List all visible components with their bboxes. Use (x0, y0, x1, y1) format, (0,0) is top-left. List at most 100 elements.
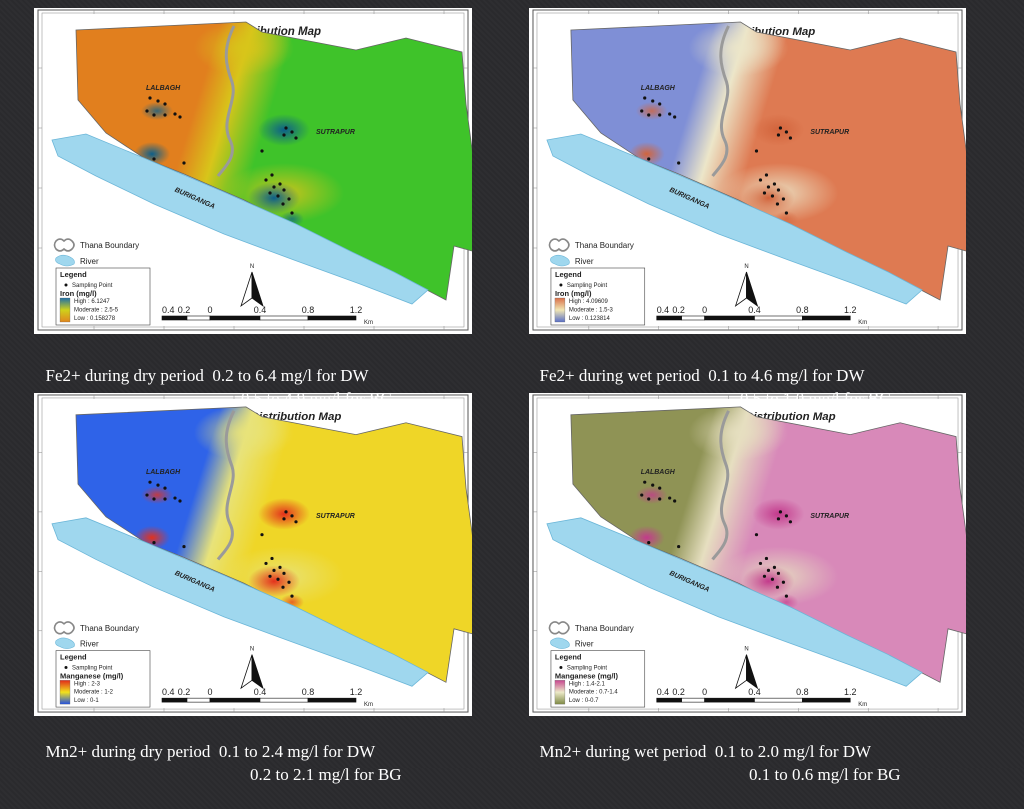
sampling-point (766, 185, 771, 189)
thana-outline (75, 406, 472, 683)
north-arrow-icon: N (734, 647, 759, 690)
buriganga-river (51, 133, 429, 305)
sampling-point (754, 533, 759, 537)
scale-tick-label: 0.4 (162, 687, 175, 697)
sampling-point (770, 577, 775, 581)
river-symbol (550, 637, 570, 649)
iron-dry-caption: Fe2+ during dry period 0.2 to 6.4 mg/l f… (37, 341, 393, 433)
thana-outline (75, 21, 472, 301)
sampling-point-key-label: Sampling Point (72, 283, 113, 289)
thana-divider (711, 25, 730, 177)
sampling-point (643, 96, 647, 100)
sampling-point (152, 113, 156, 117)
sampling-point (270, 556, 274, 561)
sampling-point (290, 211, 294, 215)
legend-variable-label: Iron (mg/l) (60, 289, 97, 298)
scale-tick-label: 0.4 (748, 687, 760, 697)
legend-class-label: Moderate : 1.5-3 (569, 307, 614, 313)
sampling-point (778, 126, 783, 130)
sampling-point (658, 497, 662, 501)
sampling-point (776, 517, 781, 521)
legend-title: Legend (555, 653, 582, 662)
sampling-point (673, 115, 677, 119)
sampling-point (163, 497, 167, 501)
sampling-point (766, 568, 771, 572)
sampling-point-key-label: Sampling Point (567, 665, 608, 671)
sampling-point (781, 197, 786, 201)
sampling-point (647, 497, 651, 501)
sampling-point (272, 568, 276, 572)
scale-tick-label: 0.8 (302, 305, 315, 315)
scale-unit-label: Km (858, 320, 867, 326)
sampling-point (784, 130, 789, 134)
legend-class-label: High : 6.1247 (74, 299, 110, 305)
sampling-point (148, 96, 152, 100)
thana-divider (216, 410, 236, 561)
north-arrow-icon: N (240, 264, 264, 308)
legend-color-ramp (554, 297, 566, 323)
scale-tick-label: 0.8 (302, 687, 315, 697)
sampling-point (658, 486, 662, 490)
caption-line-2: 0.5 to 1.0 mg/l for BG (740, 389, 892, 408)
sampling-point (668, 112, 672, 116)
thana-boundary-key-label: Thana Boundary (575, 241, 634, 250)
thana-boundary-key-label: Thana Boundary (575, 624, 634, 633)
scale-tick-label: 0.4 (657, 687, 669, 697)
sampling-point (178, 115, 182, 119)
scale-tick-label: 0.8 (796, 687, 808, 697)
sampling-point (152, 541, 156, 545)
caption-line-1: Mn2+ during wet period 0.1 to 2.0 mg/l f… (539, 742, 872, 761)
sampling-point (152, 157, 156, 161)
sampling-point (290, 130, 294, 134)
river-key-label: River (575, 640, 594, 649)
legend-class-label: High : 4.09609 (569, 299, 609, 305)
sampling-point (278, 565, 282, 569)
sampling-point (182, 161, 186, 165)
legend-title: Legend (60, 653, 87, 662)
scale-bar: 0.4 0.2 0 0.4 0.8 1.2Km (656, 305, 867, 326)
river-key-label: River (80, 257, 99, 266)
iron-wet-map-panel: Iron Ion Distribution MapBURIGANGALALBAG… (529, 8, 966, 334)
sampling-point-symbol (559, 283, 563, 287)
thana-divider (216, 25, 236, 177)
scale-tick-label: 0.2 (672, 305, 684, 315)
sampling-point (268, 191, 272, 195)
sampling-point (758, 561, 763, 566)
lalbagh-label: LALBAGH (146, 85, 181, 92)
sampling-point (677, 161, 681, 165)
sampling-point (784, 514, 789, 518)
sampling-point (784, 594, 789, 598)
north-arrow-icon: N (240, 647, 264, 690)
sampling-point-symbol (64, 665, 68, 669)
legend-variable-label: Manganese (mg/l) (60, 671, 124, 680)
sampling-point (673, 499, 677, 503)
manganese-dry-caption: Mn2+ during dry period 0.1 to 2.4 mg/l f… (37, 717, 402, 809)
lalbagh-label: LALBAGH (641, 85, 676, 92)
sampling-point (647, 113, 651, 117)
thana-boundary-key-label: Thana Boundary (80, 624, 139, 633)
north-label: N (744, 264, 748, 270)
thana-divider (711, 410, 730, 561)
sampling-point (775, 202, 780, 206)
sampling-point (290, 514, 294, 518)
sampling-point (758, 178, 763, 182)
legend-color-ramp (59, 680, 71, 705)
sampling-point (260, 533, 264, 537)
sampling-point (276, 577, 280, 581)
sampling-point (764, 556, 769, 561)
scale-bar: 0.4 0.2 0 0.4 0.8 1.2Km (656, 687, 867, 708)
legend-class-label: Low : 0-1 (74, 698, 99, 704)
sampling-point (282, 133, 286, 137)
sampling-point (268, 574, 272, 578)
caption-line-2: 0.2 to 2.1 mg/l for BG (250, 765, 402, 784)
sampling-point (294, 136, 298, 140)
scale-tick-label: 1.2 (844, 305, 856, 315)
sampling-point (264, 561, 268, 566)
sampling-point (754, 149, 759, 153)
sampling-point (272, 185, 276, 189)
lalbagh-label: LALBAGH (641, 469, 676, 476)
sampling-point (658, 102, 662, 106)
north-label: N (250, 647, 254, 653)
caption-line-2: 0.5 to 4.9 mg/l for BG (241, 389, 393, 408)
legend-class-label: High : 1.4-2.1 (569, 681, 606, 687)
